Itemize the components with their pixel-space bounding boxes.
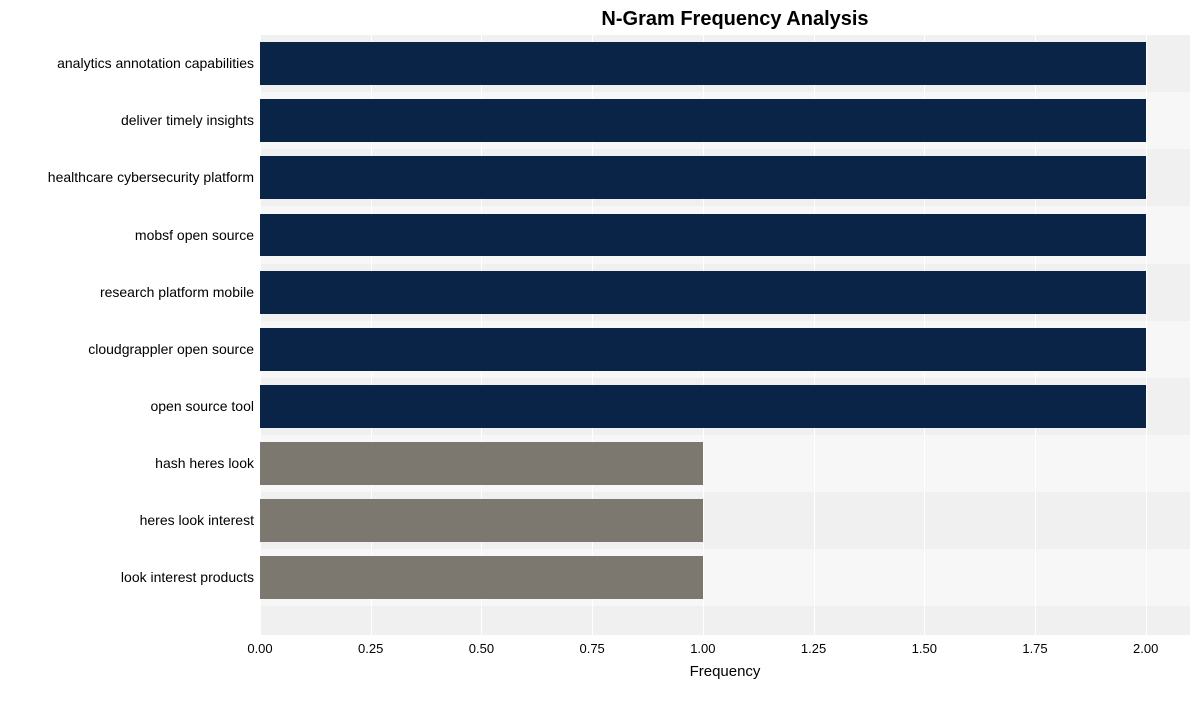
y-tick-label: deliver timely insights [121,112,254,128]
y-tick-label: look interest products [121,569,254,585]
x-tick-label: 0.00 [247,641,272,656]
x-axis-label: Frequency [260,663,1190,680]
bar [260,271,1146,314]
x-tick-label: 1.00 [690,641,715,656]
x-tick-label: 0.25 [358,641,383,656]
y-tick-label: research platform mobile [100,284,254,300]
x-tick-label: 2.00 [1133,641,1158,656]
chart-container: N-Gram Frequency Analysis analytics anno… [0,0,1200,701]
y-tick-label: analytics annotation capabilities [57,55,254,71]
x-tick-label: 1.75 [1022,641,1047,656]
bars-layer [260,35,1190,635]
y-tick-label: mobsf open source [135,227,254,243]
x-axis-ticks: 0.000.250.500.751.001.251.501.752.00 [260,641,1190,665]
bar [260,385,1146,428]
bar [260,42,1146,85]
plot-area [260,35,1190,635]
bar [260,328,1146,371]
y-tick-label: cloudgrappler open source [88,341,254,357]
x-tick-label: 0.75 [579,641,604,656]
y-axis-labels: analytics annotation capabilities deliver… [0,35,254,635]
bar [260,214,1146,257]
bar [260,156,1146,199]
x-tick-label: 0.50 [469,641,494,656]
chart-title: N-Gram Frequency Analysis [270,8,1200,31]
x-tick-label: 1.50 [912,641,937,656]
y-tick-label: hash heres look [155,455,254,471]
y-tick-label: open source tool [150,398,254,414]
x-tick-label: 1.25 [801,641,826,656]
bar [260,442,703,485]
bar [260,499,703,542]
y-tick-label: healthcare cybersecurity platform [48,169,254,185]
bar [260,99,1146,142]
bar [260,556,703,599]
y-tick-label: heres look interest [140,512,254,528]
